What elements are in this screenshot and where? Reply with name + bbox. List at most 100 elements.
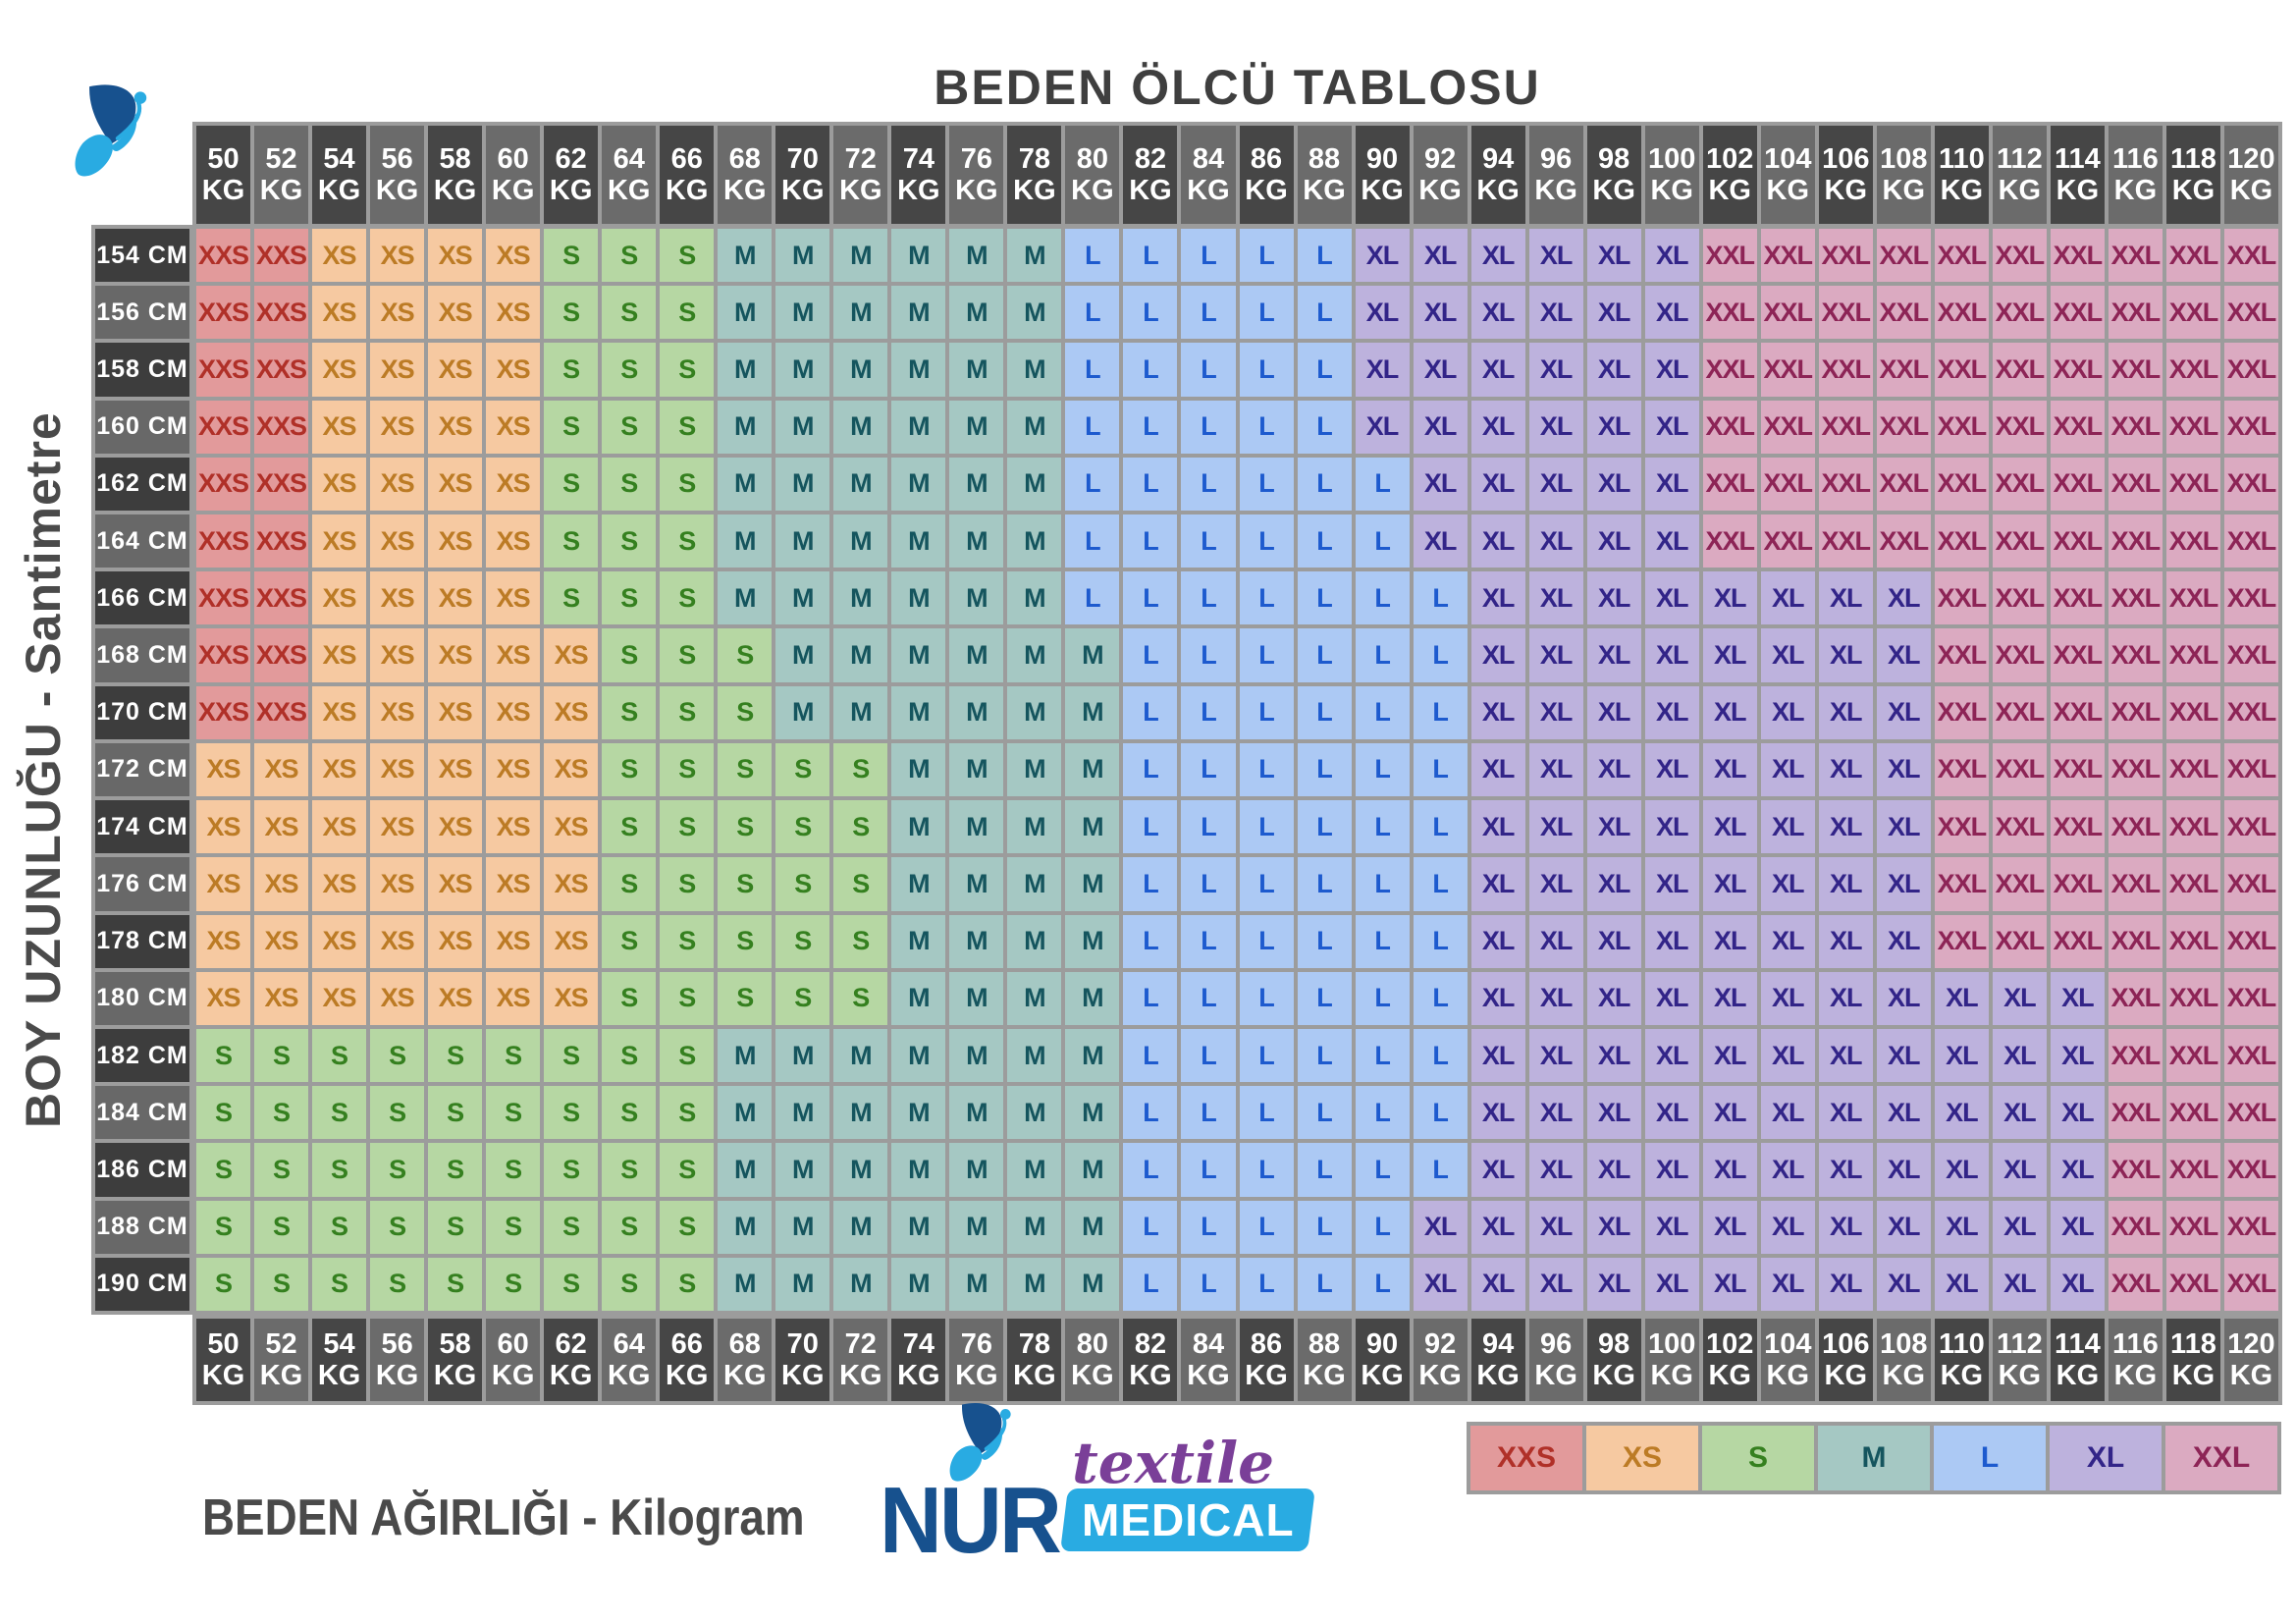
size-cell-174cm-80kg: M (1065, 800, 1120, 854)
size-cell-190cm-68kg: M (718, 1257, 773, 1311)
height-label-170cm: 170 CM (95, 685, 189, 739)
size-cell-190cm-52kg: S (254, 1257, 309, 1311)
size-cell-178cm-56kg: XS (370, 914, 425, 968)
size-cell-180cm-114kg: XL (2050, 971, 2105, 1025)
weight-header-cell-88kg: 88 KG (1297, 1319, 1352, 1401)
size-cell-158cm-82kg: L (1123, 343, 1178, 397)
size-cell-178cm-94kg: XL (1470, 914, 1525, 968)
size-cell-176cm-84kg: L (1181, 857, 1236, 911)
size-cell-180cm-112kg: XL (1992, 971, 2047, 1025)
size-cell-176cm-112kg: XXL (1992, 857, 2047, 911)
size-cell-170cm-64kg: S (602, 685, 657, 739)
size-cell-170cm-118kg: XXL (2165, 685, 2220, 739)
size-cell-160cm-52kg: XXS (254, 400, 309, 454)
weight-header-cell-100kg: 100 KG (1644, 126, 1699, 224)
size-cell-168cm-60kg: XS (486, 628, 541, 682)
size-cell-176cm-94kg: XL (1470, 857, 1525, 911)
size-cell-168cm-68kg: S (718, 628, 773, 682)
size-cell-154cm-52kg: XXS (254, 229, 309, 283)
size-cell-162cm-86kg: L (1239, 457, 1294, 512)
size-cell-184cm-96kg: XL (1528, 1086, 1583, 1140)
size-cell-160cm-62kg: S (544, 400, 599, 454)
size-cell-154cm-78kg: M (1007, 229, 1062, 283)
size-legend: XXS XS S M L XL XXL (1467, 1422, 2281, 1494)
size-cell-154cm-118kg: XXL (2165, 229, 2220, 283)
size-cell-188cm-98kg: XL (1586, 1200, 1641, 1254)
size-cell-176cm-80kg: M (1065, 857, 1120, 911)
size-cell-182cm-96kg: XL (1528, 1028, 1583, 1083)
size-cell-156cm-88kg: L (1297, 286, 1352, 340)
size-cell-168cm-120kg: XXL (2223, 628, 2278, 682)
size-cell-176cm-116kg: XXL (2108, 857, 2163, 911)
size-cell-164cm-70kg: M (775, 514, 830, 568)
size-cell-166cm-52kg: XXS (254, 571, 309, 625)
size-cell-186cm-100kg: XL (1644, 1143, 1699, 1197)
size-cell-166cm-70kg: M (775, 571, 830, 625)
size-cell-166cm-82kg: L (1123, 571, 1178, 625)
size-cell-158cm-68kg: M (718, 343, 773, 397)
weight-header-cell-76kg: 76 KG (949, 126, 1004, 224)
size-cell-172cm-88kg: L (1297, 742, 1352, 797)
size-cell-188cm-78kg: M (1007, 1200, 1062, 1254)
size-cell-188cm-74kg: M (891, 1200, 946, 1254)
weight-header-cell-84kg: 84 KG (1181, 1319, 1236, 1401)
size-cell-172cm-80kg: M (1065, 742, 1120, 797)
size-cell-176cm-66kg: S (660, 857, 715, 911)
size-cell-174cm-58kg: XS (428, 800, 483, 854)
size-cell-158cm-88kg: L (1297, 343, 1352, 397)
height-label-164cm: 164 CM (95, 514, 189, 568)
size-cell-158cm-84kg: L (1181, 343, 1236, 397)
size-cell-168cm-88kg: L (1297, 628, 1352, 682)
size-cell-188cm-58kg: S (428, 1200, 483, 1254)
size-cell-162cm-62kg: S (544, 457, 599, 512)
size-cell-162cm-76kg: M (949, 457, 1004, 512)
size-cell-158cm-56kg: XS (370, 343, 425, 397)
size-cell-156cm-72kg: M (833, 286, 888, 340)
size-cell-174cm-102kg: XL (1702, 800, 1757, 854)
height-label-190cm: 190 CM (95, 1257, 189, 1311)
size-cell-162cm-114kg: XXL (2050, 457, 2105, 512)
size-cell-172cm-66kg: S (660, 742, 715, 797)
size-cell-158cm-98kg: XL (1586, 343, 1641, 397)
size-cell-182cm-102kg: XL (1702, 1028, 1757, 1083)
size-cell-160cm-88kg: L (1297, 400, 1352, 454)
size-cell-160cm-104kg: XXL (1760, 400, 1815, 454)
legend-item-XXS: XXS (1470, 1426, 1582, 1490)
size-cell-166cm-68kg: M (718, 571, 773, 625)
size-cell-190cm-112kg: XL (1992, 1257, 2047, 1311)
size-cell-188cm-88kg: L (1297, 1200, 1352, 1254)
size-cell-158cm-70kg: M (775, 343, 830, 397)
size-cell-184cm-72kg: M (833, 1086, 888, 1140)
size-cell-164cm-78kg: M (1007, 514, 1062, 568)
size-cell-182cm-72kg: M (833, 1028, 888, 1083)
size-cell-176cm-52kg: XS (254, 857, 309, 911)
size-cell-178cm-98kg: XL (1586, 914, 1641, 968)
size-cell-176cm-68kg: S (718, 857, 773, 911)
size-cell-182cm-108kg: XL (1876, 1028, 1931, 1083)
size-cell-160cm-116kg: XXL (2108, 400, 2163, 454)
size-cell-186cm-120kg: XXL (2223, 1143, 2278, 1197)
size-cell-190cm-114kg: XL (2050, 1257, 2105, 1311)
size-cell-164cm-80kg: L (1065, 514, 1120, 568)
size-cell-184cm-94kg: XL (1470, 1086, 1525, 1140)
weight-header-cell-52kg: 52 KG (254, 126, 309, 224)
size-cell-154cm-64kg: S (602, 229, 657, 283)
size-cell-186cm-78kg: M (1007, 1143, 1062, 1197)
size-cell-156cm-104kg: XXL (1760, 286, 1815, 340)
size-cell-158cm-74kg: M (891, 343, 946, 397)
weight-header-cell-82kg: 82 KG (1123, 1319, 1178, 1401)
weight-header-cell-108kg: 108 KG (1876, 126, 1931, 224)
size-cell-186cm-72kg: M (833, 1143, 888, 1197)
size-cell-170cm-76kg: M (949, 685, 1004, 739)
size-cell-190cm-108kg: XL (1876, 1257, 1931, 1311)
size-cell-180cm-74kg: M (891, 971, 946, 1025)
size-cell-154cm-50kg: XXS (196, 229, 251, 283)
size-cell-166cm-94kg: XL (1470, 571, 1525, 625)
size-cell-184cm-112kg: XL (1992, 1086, 2047, 1140)
size-cell-180cm-98kg: XL (1586, 971, 1641, 1025)
size-cell-174cm-96kg: XL (1528, 800, 1583, 854)
size-cell-160cm-58kg: XS (428, 400, 483, 454)
legend-item-XXL: XXL (2165, 1426, 2277, 1490)
weight-header-cell-72kg: 72 KG (833, 126, 888, 224)
size-cell-170cm-116kg: XXL (2108, 685, 2163, 739)
